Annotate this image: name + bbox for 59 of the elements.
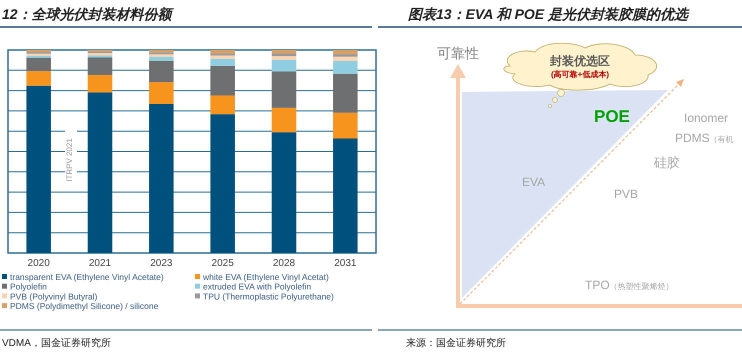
legend-label: transparent EVA (Ethylene Vinyl Acetate) — [10, 272, 164, 282]
bar — [26, 86, 51, 253]
bar — [210, 55, 235, 59]
bar — [88, 74, 112, 92]
text: EVA — [522, 175, 546, 189]
bar — [272, 56, 296, 60]
text: POE — [594, 107, 630, 126]
x-tick-label: 2021 — [88, 258, 112, 269]
bar — [333, 60, 358, 74]
legend-label: extruded EVA with Polyolefin — [203, 282, 312, 292]
bar — [26, 71, 51, 86]
bar — [272, 60, 296, 72]
bar — [210, 58, 235, 66]
legend-label: PVB (Polyvinyl Butyral) — [10, 291, 98, 302]
x-tick-label: 2025 — [212, 258, 234, 269]
bar — [333, 112, 358, 139]
text: 图表13：EVA 和 POE 是光伏封装胶膜的优选 — [408, 6, 690, 22]
x-tick-label: 2020 — [28, 258, 50, 269]
legend-label: PDMS (Polydimethyl Silicone) / silicone — [10, 301, 159, 312]
bar — [272, 50, 296, 54]
text: TPO（热塑性聚烯烃） — [585, 278, 674, 292]
bar — [272, 108, 296, 132]
text: 封装优选区 — [549, 54, 610, 68]
source-note: 来源：国金证券研究所 — [406, 337, 506, 349]
annotation: ITRPV 2021 — [65, 138, 74, 182]
bar — [26, 58, 51, 72]
bar — [333, 74, 358, 113]
bar — [88, 58, 112, 75]
legend-label: Polyolefin — [10, 282, 48, 292]
bar — [333, 138, 358, 253]
bar — [210, 50, 235, 54]
text: VDMA，国金证券研究所 — [2, 337, 111, 349]
legend-label: TPU (Thermoplastic Polyurethane) — [203, 291, 334, 302]
bar — [210, 114, 235, 253]
x-tick-label: 2023 — [150, 258, 173, 269]
bar — [333, 50, 358, 54]
bar — [149, 104, 174, 253]
bar — [149, 56, 174, 61]
x-tick-label: 2031 — [334, 258, 357, 269]
bar — [272, 72, 296, 108]
bar — [149, 82, 174, 104]
bar — [210, 66, 235, 96]
text: PDMS（有机 — [675, 131, 734, 145]
text: Ionomer — [684, 111, 728, 125]
bar — [88, 92, 112, 253]
chart-title: 12：全球光伏封装材料份额 — [2, 6, 175, 22]
bar — [272, 132, 296, 253]
bar — [333, 54, 358, 57]
text: 硅胶 — [653, 155, 680, 170]
text: 可靠性 — [437, 45, 479, 61]
x-tick-label: 2028 — [272, 258, 296, 269]
bar — [149, 60, 174, 82]
text: (高可靠+低成本) — [551, 69, 610, 79]
legend-label: white EVA (Ethylene Vinyl Acetat) — [202, 272, 330, 282]
bar — [88, 55, 112, 58]
text: PVB — [614, 187, 638, 201]
bar — [333, 56, 358, 61]
bar — [272, 53, 296, 56]
bar — [210, 95, 235, 114]
